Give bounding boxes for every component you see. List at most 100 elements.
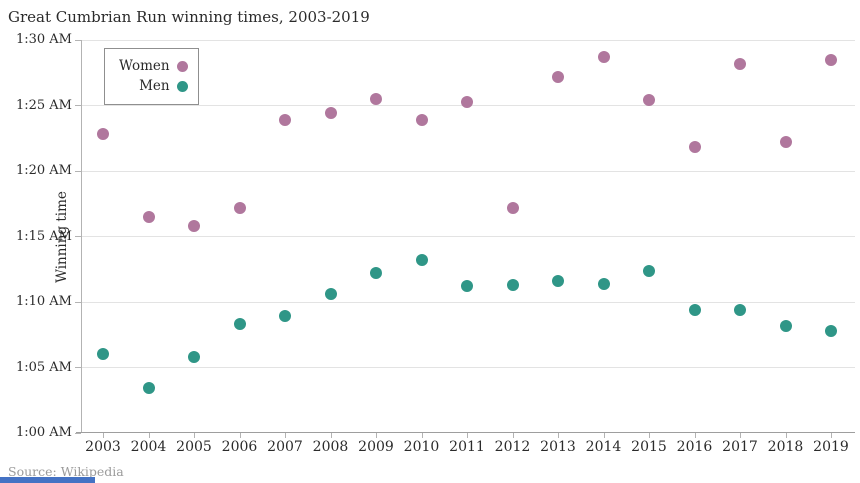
legend: Women Men <box>104 48 199 105</box>
x-axis-label: 2012 <box>494 439 531 455</box>
x-axis-label: 2018 <box>767 439 804 455</box>
x-axis-tick <box>376 433 377 438</box>
data-point-women-2014[interactable] <box>597 51 610 64</box>
x-axis-tick <box>467 433 468 438</box>
x-axis-tick <box>740 433 741 438</box>
x-axis-tick <box>330 433 332 438</box>
x-axis-tick <box>603 433 605 438</box>
y-axis-tick <box>75 367 81 368</box>
data-point-men-2018[interactable] <box>779 319 792 332</box>
data-point-men-2017[interactable] <box>734 303 746 316</box>
x-axis-label: 2004 <box>130 439 167 455</box>
data-point-women-2004[interactable] <box>142 210 155 223</box>
data-point-women-2017[interactable] <box>734 57 746 70</box>
legend-swatch-women <box>176 60 188 72</box>
y-axis-label: 1:15 AM <box>15 228 72 244</box>
data-point-women-2018[interactable] <box>779 136 792 149</box>
gridline <box>82 301 855 303</box>
legend-item-men[interactable]: Men <box>119 76 188 96</box>
y-axis-tick <box>75 105 81 106</box>
x-axis-label: 2005 <box>176 439 212 455</box>
gridline <box>82 367 855 368</box>
data-point-men-2019[interactable] <box>825 324 837 337</box>
data-point-men-2014[interactable] <box>597 277 610 290</box>
x-axis-label: 2008 <box>312 439 349 455</box>
blue-accent-bar <box>0 477 95 483</box>
x-axis-label: 2019 <box>813 439 849 455</box>
y-axis-label: 1:30 AM <box>15 32 72 47</box>
gridline <box>82 170 855 172</box>
x-axis-label: 2009 <box>358 439 394 455</box>
y-axis-tick <box>75 301 81 303</box>
x-axis-label: 2017 <box>722 439 758 455</box>
x-axis-label: 2013 <box>540 439 576 455</box>
y-axis-label: 1:10 AM <box>15 294 72 309</box>
data-point-women-2013[interactable] <box>552 70 564 83</box>
data-point-women-2015[interactable] <box>643 94 655 107</box>
x-axis-label: 2016 <box>676 439 713 455</box>
y-axis-tick <box>75 236 81 237</box>
y-axis-tick <box>75 432 81 434</box>
data-point-men-2003[interactable] <box>97 348 109 361</box>
x-axis-label: 2007 <box>267 439 303 455</box>
data-point-women-2012[interactable] <box>506 201 519 214</box>
y-axis-label: 1:25 AM <box>15 97 72 113</box>
y-axis-label: 1:00 AM <box>15 425 72 440</box>
x-axis-label: 2014 <box>585 439 622 455</box>
x-axis-label: 2011 <box>449 439 485 455</box>
y-axis-label: 1:20 AM <box>15 163 72 178</box>
data-point-men-2012[interactable] <box>506 278 519 291</box>
data-point-women-2006[interactable] <box>233 201 246 214</box>
data-point-women-2019[interactable] <box>825 53 837 66</box>
x-axis-label: 2010 <box>403 439 440 455</box>
data-point-men-2007[interactable] <box>279 310 291 323</box>
data-point-men-2010[interactable] <box>415 254 428 267</box>
x-axis-tick <box>421 433 423 438</box>
data-point-men-2004[interactable] <box>142 382 155 395</box>
legend-label-men: Men <box>139 78 170 94</box>
x-axis-tick <box>512 433 514 438</box>
chart-title: Great Cumbrian Run winning times, 2003-2… <box>8 8 370 26</box>
data-point-women-2009[interactable] <box>370 92 382 105</box>
data-point-men-2009[interactable] <box>370 267 382 280</box>
x-axis-tick <box>103 433 104 438</box>
data-point-men-2013[interactable] <box>552 275 564 288</box>
data-point-women-2011[interactable] <box>461 95 473 108</box>
data-point-men-2008[interactable] <box>324 288 337 301</box>
x-axis-label: 2003 <box>85 439 121 455</box>
y-axis-tick <box>75 170 81 172</box>
x-axis-tick <box>285 433 286 438</box>
x-axis-line <box>76 432 855 433</box>
legend-item-women[interactable]: Women <box>119 56 188 76</box>
data-point-women-2007[interactable] <box>279 113 291 126</box>
y-axis-tick <box>75 39 81 41</box>
x-axis-label: 2006 <box>221 439 258 455</box>
data-point-men-2006[interactable] <box>233 318 246 331</box>
gridline <box>82 236 855 237</box>
data-point-men-2011[interactable] <box>461 280 473 293</box>
data-point-women-2005[interactable] <box>188 220 200 233</box>
x-axis-tick <box>239 433 241 438</box>
data-point-men-2016[interactable] <box>688 303 701 316</box>
x-axis-tick <box>649 433 650 438</box>
data-point-women-2008[interactable] <box>324 107 337 120</box>
gridline <box>82 39 855 41</box>
plot-area: Winning time 1:00 AM 1:05 AM 1:10 AM 1:15 A… <box>16 33 855 455</box>
x-axis-tick <box>831 433 832 438</box>
x-axis-tick <box>194 433 195 438</box>
x-axis-label: 2015 <box>631 439 667 455</box>
source-note: Source: Wikipedia <box>8 464 124 479</box>
data-point-women-2016[interactable] <box>688 141 701 154</box>
y-axis-line <box>81 40 82 433</box>
x-axis-tick <box>558 433 559 438</box>
data-point-women-2010[interactable] <box>415 113 428 126</box>
x-axis-tick <box>694 433 696 438</box>
data-point-men-2015[interactable] <box>643 264 655 277</box>
data-point-men-2005[interactable] <box>188 351 200 364</box>
y-axis-label: 1:05 AM <box>15 359 72 375</box>
data-point-women-2003[interactable] <box>97 128 109 141</box>
x-axis-tick <box>148 433 150 438</box>
legend-label-women: Women <box>119 58 170 74</box>
x-axis-tick <box>785 433 787 438</box>
